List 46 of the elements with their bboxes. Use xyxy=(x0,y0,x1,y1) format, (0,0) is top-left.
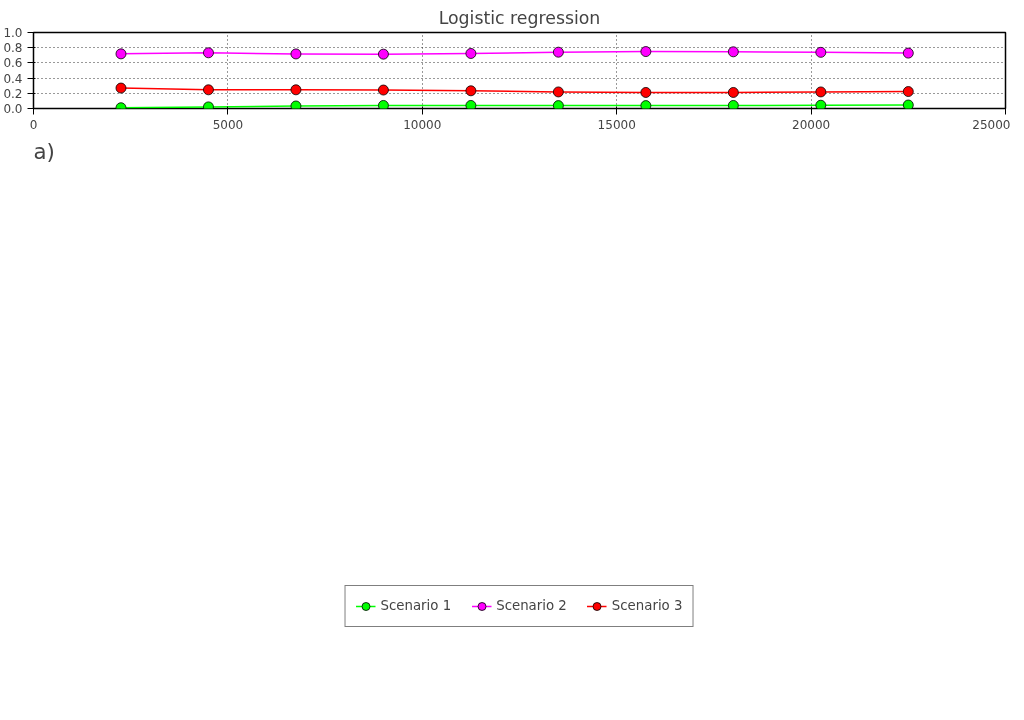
point xyxy=(552,46,564,58)
y-tick-label: 0.6 xyxy=(3,56,23,71)
x-tick-label: 15000 xyxy=(597,117,636,132)
point xyxy=(815,46,827,58)
legend-label: Scenario 2 xyxy=(496,598,567,614)
point xyxy=(290,48,302,60)
x-tick-label: 10000 xyxy=(403,117,442,132)
point xyxy=(203,84,214,96)
y-tick-label: 0.8 xyxy=(3,41,23,56)
legend-label: Scenario 3 xyxy=(611,598,683,614)
point xyxy=(640,87,652,98)
point xyxy=(115,82,127,94)
y-tick-label: 0.2 xyxy=(3,86,23,101)
point xyxy=(640,100,652,109)
point xyxy=(378,48,389,60)
point xyxy=(378,84,389,96)
point xyxy=(378,100,389,109)
legend-label: Scenario 1 xyxy=(380,598,452,614)
point xyxy=(727,87,739,98)
point xyxy=(902,47,914,59)
text: a) xyxy=(33,138,55,164)
x-tick-label: 20000 xyxy=(792,117,831,132)
point xyxy=(552,100,564,109)
point xyxy=(727,100,739,109)
x-tick-label: 25000 xyxy=(972,117,1011,132)
point xyxy=(902,86,914,97)
point xyxy=(465,85,477,97)
y-tick-label: 1.0 xyxy=(3,26,23,40)
point xyxy=(203,47,214,59)
point xyxy=(552,86,564,98)
y-tick-label: 0.4 xyxy=(3,71,23,86)
y-tick-label: 0.0 xyxy=(3,102,23,116)
chart-title: Logistic regression xyxy=(438,7,601,28)
point xyxy=(465,100,477,109)
point xyxy=(902,99,914,109)
point xyxy=(115,48,127,60)
point xyxy=(815,86,827,98)
point xyxy=(640,46,652,57)
x-tick-label: 5000 xyxy=(212,117,244,132)
x-tick-label: 0 xyxy=(29,117,38,132)
point xyxy=(815,99,827,109)
point xyxy=(203,101,214,109)
point xyxy=(465,48,477,59)
point xyxy=(727,46,739,58)
point xyxy=(290,100,302,109)
point xyxy=(290,84,302,96)
